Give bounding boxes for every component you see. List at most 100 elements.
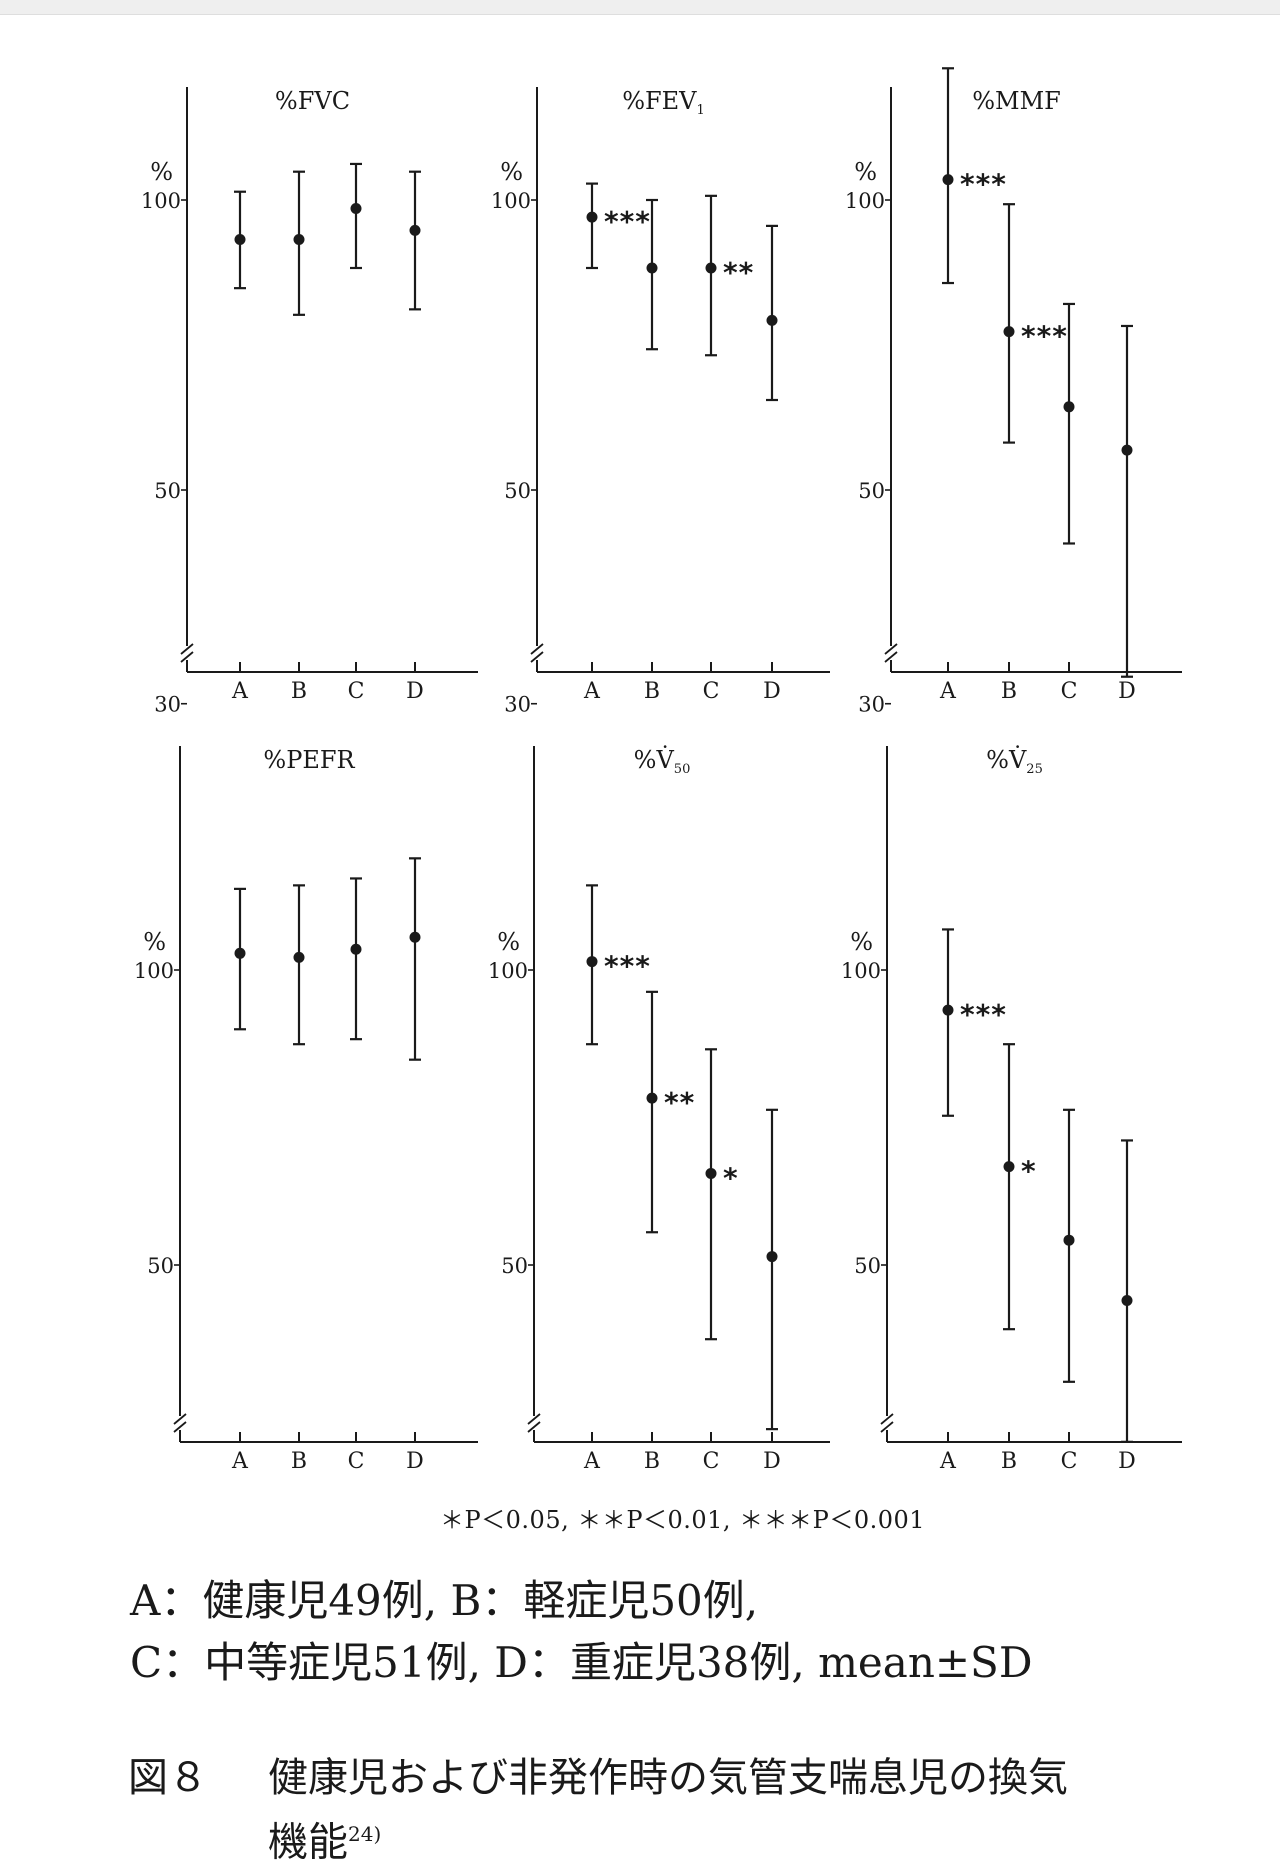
chart-title: %V̇25 bbox=[986, 746, 1043, 777]
x-tick-label: C bbox=[1061, 1449, 1078, 1474]
significance-marker: *** bbox=[604, 205, 651, 238]
x-tick-label: B bbox=[644, 679, 660, 704]
chart-title-subscript: 25 bbox=[1026, 762, 1043, 777]
mean-point bbox=[705, 1167, 717, 1179]
x-tick-label: C bbox=[348, 1449, 365, 1474]
significance-marker: ** bbox=[723, 256, 754, 289]
y-tick-label: 50 bbox=[154, 479, 181, 503]
x-tick-label: A bbox=[939, 679, 957, 704]
mean-point bbox=[1121, 444, 1133, 456]
figure-number: 図８ bbox=[128, 1755, 208, 1801]
y-tick-label: 50 bbox=[858, 479, 885, 503]
y-tick-label: 100 bbox=[141, 189, 181, 213]
axis-break bbox=[180, 643, 194, 663]
y-tick-label: 50 bbox=[501, 1254, 528, 1278]
y-tick-label: 100 bbox=[488, 959, 528, 983]
mean-point bbox=[942, 1004, 954, 1016]
mean-point bbox=[409, 931, 421, 943]
x-tick-label: D bbox=[1118, 679, 1136, 704]
mean-point bbox=[1063, 401, 1075, 413]
significance-note: ＊P＜0.05, ＊＊P＜0.01, ＊＊＊P＜0.001 bbox=[440, 1506, 926, 1534]
x-tick-label: A bbox=[939, 1449, 957, 1474]
y-tick-label: 50 bbox=[147, 1254, 174, 1278]
significance-marker: ** bbox=[664, 1086, 695, 1119]
chart-title-subscript: 1 bbox=[697, 103, 705, 118]
y-tick-label: 100 bbox=[491, 189, 531, 213]
chart-title: %V̇50 bbox=[634, 746, 691, 777]
y-tick-label: 50 bbox=[854, 1254, 881, 1278]
y-axis-label: % bbox=[143, 928, 166, 956]
mean-point bbox=[234, 947, 246, 959]
mean-point bbox=[646, 1092, 658, 1104]
mean-point bbox=[586, 956, 598, 968]
caption-line-2: 機能 bbox=[268, 1819, 348, 1866]
x-tick-label: A bbox=[231, 679, 249, 704]
y-axis-label: % bbox=[854, 158, 877, 186]
y-axis-label: % bbox=[500, 158, 523, 186]
x-tick-label: B bbox=[291, 679, 307, 704]
x-tick-label: C bbox=[1061, 679, 1078, 704]
axis-break bbox=[884, 643, 898, 663]
mean-point bbox=[1121, 1294, 1133, 1306]
x-tick-label: C bbox=[703, 1449, 720, 1474]
caption-line-1: 健康児および非発作時の気管支喘息児の換気 bbox=[268, 1755, 1068, 1801]
x-tick-label: B bbox=[1001, 1449, 1017, 1474]
significance-marker: *** bbox=[960, 998, 1007, 1031]
mean-point bbox=[1003, 1161, 1015, 1173]
x-tick-label: A bbox=[583, 1449, 601, 1474]
mean-point bbox=[1003, 326, 1015, 338]
mean-point bbox=[942, 174, 954, 186]
chart-title-subscript: 50 bbox=[674, 762, 691, 777]
chart-title: %FEV1 bbox=[622, 87, 705, 118]
mean-point bbox=[350, 943, 362, 955]
mean-point bbox=[766, 1251, 778, 1263]
x-tick-label: C bbox=[703, 679, 720, 704]
chart-panel-4: %PEFR% 100 50 A B C D bbox=[134, 746, 478, 1474]
significance-marker: *** bbox=[1021, 320, 1068, 353]
axis-break bbox=[527, 1413, 541, 1433]
x-tick-label: D bbox=[1118, 1449, 1136, 1474]
x-tick-label: A bbox=[583, 679, 601, 704]
x-tick-label: D bbox=[406, 1449, 424, 1474]
x-tick-label: B bbox=[291, 1449, 307, 1474]
significance-marker: * bbox=[1021, 1155, 1037, 1188]
mean-point bbox=[586, 211, 598, 223]
significance-marker: * bbox=[723, 1161, 739, 1194]
figure-caption: 図８ 健康児および非発作時の気管支喘息児の換気 機能24) bbox=[128, 1750, 1238, 1870]
mean-point bbox=[1063, 1234, 1075, 1246]
significance-marker: *** bbox=[604, 950, 651, 983]
mean-point bbox=[705, 262, 717, 274]
y-tick-label: 100 bbox=[845, 189, 885, 213]
mean-point bbox=[350, 202, 362, 214]
caption-reference: 24) bbox=[348, 1822, 382, 1846]
y-axis-label: % bbox=[850, 928, 873, 956]
axis-break bbox=[530, 643, 544, 663]
y-tick-label: 30 bbox=[858, 693, 885, 717]
chart-panel-1: %FVC% 100 50 30 A B C D bbox=[141, 87, 478, 717]
x-tick-label: D bbox=[763, 679, 781, 704]
legend-line-1: A：健康児49例, B：軽症児50例, bbox=[130, 1576, 759, 1625]
significance-marker: *** bbox=[960, 168, 1007, 201]
x-tick-label: B bbox=[1001, 679, 1017, 704]
chart-panel-3: %MMF% 100 50 30 A B C D *** *** bbox=[845, 67, 1182, 717]
axis-break bbox=[880, 1413, 894, 1433]
axis-break bbox=[173, 1413, 187, 1433]
chart-title: %FVC bbox=[275, 87, 350, 115]
mean-point bbox=[293, 951, 305, 963]
x-tick-label: D bbox=[406, 679, 424, 704]
y-tick-label: 100 bbox=[134, 959, 174, 983]
chart-title: %PEFR bbox=[263, 746, 355, 774]
mean-point bbox=[646, 262, 658, 274]
chart-title: %MMF bbox=[972, 87, 1061, 115]
x-tick-label: A bbox=[231, 1449, 249, 1474]
y-axis-label: % bbox=[150, 158, 173, 186]
y-tick-label: 50 bbox=[504, 479, 531, 503]
y-axis-label: % bbox=[497, 928, 520, 956]
y-tick-label: 30 bbox=[154, 693, 181, 717]
group-legend: A：健康児49例, B：軽症児50例, C：中等症児51例, D：重症児38例,… bbox=[130, 1570, 1033, 1694]
y-tick-label: 100 bbox=[841, 959, 881, 983]
